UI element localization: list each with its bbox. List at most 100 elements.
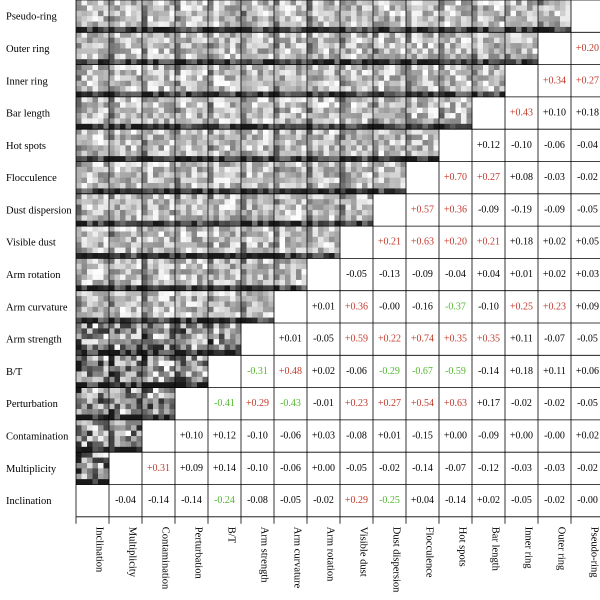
- histogram-bin: [186, 177, 192, 184]
- histogram-bin: [444, 113, 451, 119]
- histogram-bin: [219, 48, 225, 55]
- histogram-bin: [76, 215, 82, 222]
- histogram-bin: [274, 263, 280, 270]
- histogram-bin: [98, 441, 104, 448]
- histogram-bin: [131, 430, 137, 437]
- histogram-bin: [461, 123, 467, 130]
- histogram-bin: [312, 139, 319, 146]
- histogram-bin: [301, 172, 308, 178]
- histogram-bin: [147, 113, 154, 119]
- histogram-bin: [202, 247, 209, 254]
- histogram-bin: [103, 96, 110, 103]
- histogram-bin: [202, 301, 209, 308]
- histogram-bin: [202, 204, 209, 211]
- histogram-bin: [92, 26, 99, 33]
- histogram-bin: [488, 26, 495, 33]
- histogram-bin: [268, 86, 275, 92]
- histogram-bin: [329, 59, 335, 65]
- histogram-bin: [323, 96, 330, 103]
- histogram-bin: [516, 0, 522, 6]
- histogram-bin: [334, 48, 341, 55]
- histogram-bin: [87, 430, 93, 437]
- histogram-bin: [395, 91, 401, 98]
- histogram-bin: [483, 86, 489, 92]
- histogram-bin: [87, 457, 93, 464]
- histogram-bin: [202, 236, 209, 243]
- histogram-bin: [367, 209, 374, 216]
- histogram-bin: [120, 242, 126, 248]
- histogram-bin: [318, 96, 324, 103]
- histogram-bin: [213, 242, 220, 248]
- histogram-bin: [351, 91, 357, 98]
- histogram-bin: [494, 32, 500, 38]
- histogram-bin: [175, 301, 181, 308]
- histogram-bin: [246, 26, 253, 33]
- histogram-bin: [362, 161, 368, 168]
- histogram-bin: [213, 323, 220, 329]
- histogram-bin: [444, 75, 451, 82]
- histogram-bin: [235, 188, 242, 195]
- histogram-bin: [92, 91, 99, 98]
- correlation-value: +0.02: [576, 431, 599, 442]
- histogram-bin: [125, 209, 132, 216]
- histogram-bin: [285, 80, 291, 87]
- histogram-bin: [81, 107, 88, 114]
- histogram-bin: [191, 161, 198, 168]
- histogram-bin: [323, 199, 330, 205]
- histogram-bin: [340, 69, 346, 76]
- histogram-bin: [334, 166, 341, 173]
- histogram-bin: [202, 32, 209, 38]
- histogram-bin: [312, 32, 319, 38]
- histogram-bin: [334, 199, 341, 205]
- histogram-bin: [98, 317, 104, 324]
- histogram-bin: [510, 37, 517, 44]
- histogram-bin: [76, 333, 82, 340]
- histogram-bin: [252, 32, 258, 38]
- histogram-cell: [76, 323, 110, 356]
- histogram-bin: [197, 166, 203, 173]
- histogram-bin: [455, 75, 462, 82]
- histogram-bin: [406, 96, 412, 103]
- histogram-bin: [263, 231, 269, 238]
- histogram-bin: [274, 274, 280, 281]
- histogram-bin: [378, 96, 385, 103]
- histogram-bin: [373, 156, 379, 162]
- histogram-bin: [103, 172, 110, 178]
- histogram-bin: [224, 236, 231, 243]
- histogram-bin: [318, 226, 324, 232]
- histogram-bin: [81, 204, 88, 211]
- histogram-bin: [389, 26, 396, 33]
- histogram-bin: [246, 37, 253, 44]
- histogram-bin: [268, 188, 275, 195]
- histogram-bin: [356, 183, 363, 189]
- histogram-bin: [307, 253, 313, 259]
- histogram-bin: [235, 333, 242, 340]
- histogram-bin: [87, 32, 93, 38]
- column-label-arm-rotation: Arm rotation: [325, 527, 336, 582]
- histogram-bin: [169, 166, 176, 173]
- histogram-bin: [147, 91, 154, 98]
- histogram-bin: [109, 134, 115, 141]
- histogram-bin: [318, 129, 324, 135]
- histogram-bin: [224, 323, 231, 329]
- histogram-bin: [384, 166, 390, 173]
- histogram-bin: [114, 172, 121, 178]
- histogram-bin: [301, 247, 308, 254]
- histogram-bin: [197, 161, 203, 168]
- correlation-value: +0.00: [444, 431, 467, 442]
- histogram-bin: [114, 231, 121, 238]
- histogram-bin: [120, 166, 126, 173]
- histogram-bin: [235, 48, 242, 55]
- histogram-bin: [279, 102, 286, 108]
- histogram-bin: [483, 53, 489, 60]
- histogram-bin: [131, 339, 137, 345]
- histogram-bin: [367, 32, 374, 38]
- histogram-bin: [81, 177, 88, 184]
- histogram-bin: [279, 96, 286, 103]
- correlation-value: +0.20: [576, 43, 599, 54]
- histogram-bin: [208, 5, 214, 12]
- histogram-bin: [395, 10, 401, 17]
- histogram-bin: [235, 344, 242, 351]
- histogram-bin: [356, 150, 363, 157]
- histogram-bin: [197, 172, 203, 178]
